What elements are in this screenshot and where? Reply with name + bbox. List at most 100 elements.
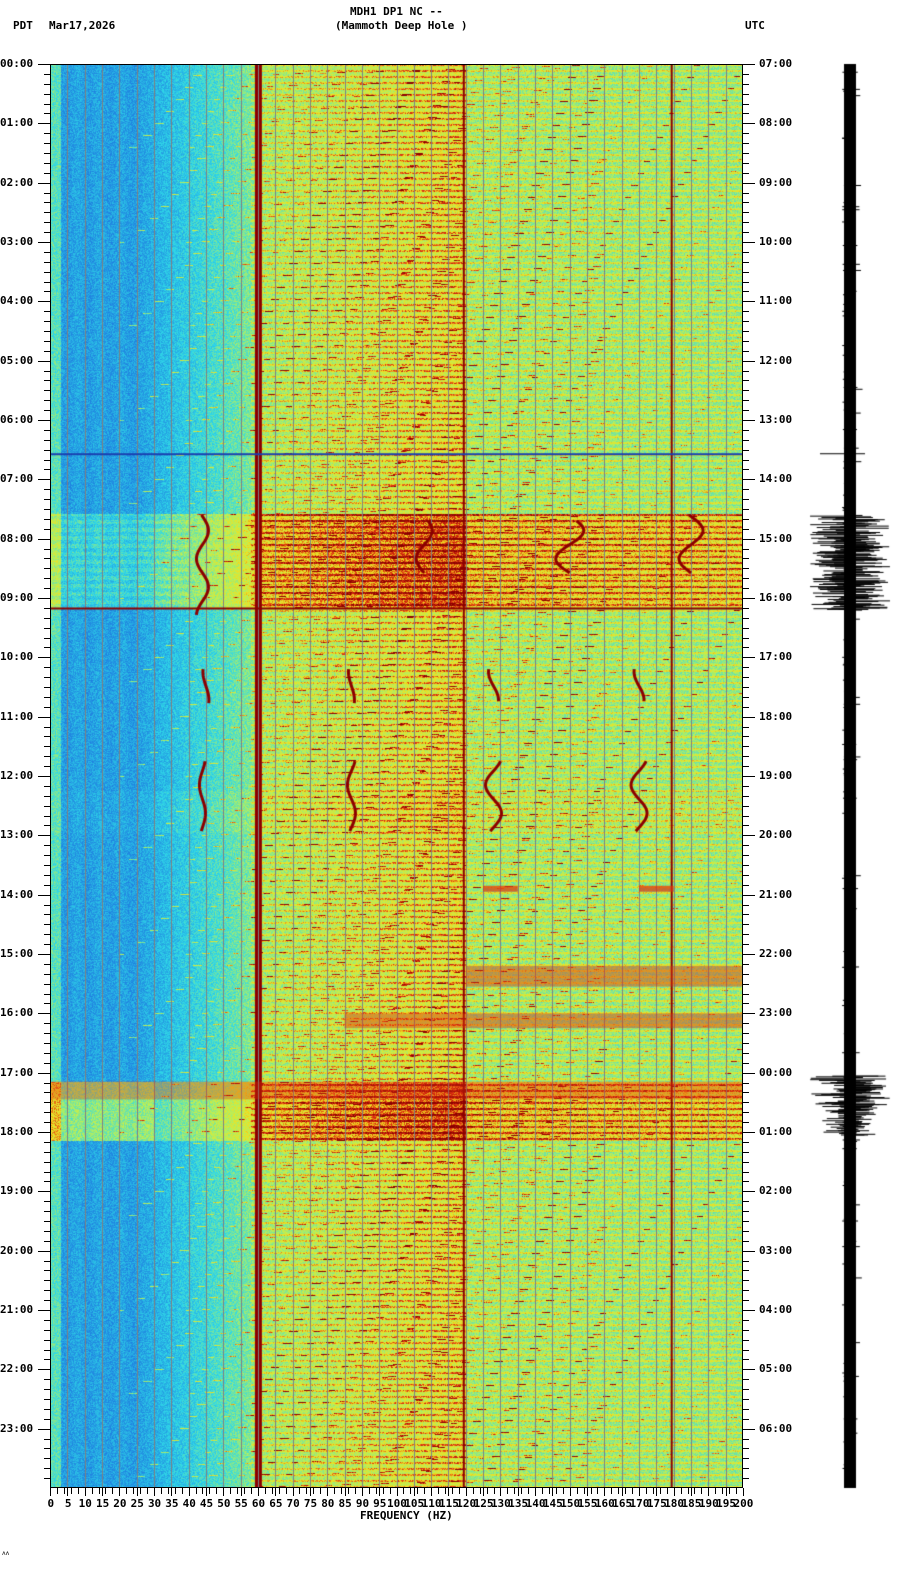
freq-tick-label: 45	[199, 1497, 214, 1510]
left-time-tick	[44, 1142, 50, 1143]
left-time-tick	[38, 123, 50, 124]
right-time-tick	[743, 212, 749, 213]
freq-tick	[275, 1488, 276, 1496]
right-time-tick	[743, 499, 749, 500]
right-time-tick	[743, 806, 749, 807]
freq-tick	[507, 1488, 508, 1494]
station-name: (Mammoth Deep Hole )	[335, 19, 468, 32]
right-time-tick	[743, 667, 749, 668]
right-time-label: 12:00	[759, 353, 793, 367]
left-time-tick	[44, 964, 50, 965]
freq-tick	[729, 1488, 730, 1494]
freq-tick	[625, 1488, 626, 1494]
left-time-tick	[44, 845, 50, 846]
left-time-tick	[44, 202, 50, 203]
left-time-tick	[44, 1350, 50, 1351]
right-time-tick	[743, 94, 749, 95]
left-time-tick	[38, 539, 50, 540]
left-time-tick	[44, 1092, 50, 1093]
left-time-tick	[44, 549, 50, 550]
left-time-tick	[44, 1043, 50, 1044]
left-time-tick	[44, 371, 50, 372]
right-time-tick	[743, 924, 749, 925]
right-time-tick	[743, 974, 749, 975]
left-time-label: 23:00	[0, 1421, 34, 1435]
freq-tick	[313, 1488, 314, 1494]
left-time-tick	[38, 717, 50, 718]
freq-tick	[341, 1488, 342, 1494]
right-time-tick	[743, 1073, 755, 1074]
freq-tick	[293, 1488, 294, 1496]
freq-tick	[514, 1488, 515, 1494]
right-time-tick	[743, 1181, 749, 1182]
freq-tick-label: 10	[78, 1497, 92, 1510]
left-time-tick	[38, 1429, 50, 1430]
right-time-tick	[743, 1191, 755, 1192]
right-time-tick	[743, 1102, 749, 1103]
right-time-tick	[743, 222, 749, 223]
left-time-tick	[44, 756, 50, 757]
freq-tick	[306, 1488, 307, 1494]
right-time-label: 13:00	[759, 413, 793, 426]
left-time-tick	[44, 1181, 50, 1182]
freq-tick	[577, 1488, 578, 1494]
left-time-tick	[44, 1211, 50, 1212]
freq-tick	[50, 1488, 51, 1496]
freq-tick	[168, 1488, 169, 1494]
left-time-tick	[38, 895, 50, 896]
freq-tick-label: 135	[508, 1497, 529, 1510]
right-time-tick	[743, 677, 749, 678]
freq-tick-label: 120	[456, 1497, 477, 1510]
right-time-tick	[743, 786, 749, 787]
left-time-tick	[38, 1369, 50, 1370]
freq-tick	[99, 1488, 100, 1494]
left-time-tick	[44, 133, 50, 134]
freq-tick	[656, 1488, 657, 1496]
right-time-tick	[743, 183, 755, 184]
right-time-label: 11:00	[759, 294, 793, 308]
left-time-tick	[44, 173, 50, 174]
right-time-tick	[743, 568, 749, 569]
left-time-tick	[44, 974, 50, 975]
freq-tick	[320, 1488, 321, 1494]
right-time-tick	[743, 1023, 749, 1024]
left-time-tick	[44, 1162, 50, 1163]
left-time-tick	[44, 1389, 50, 1390]
right-time-tick	[743, 1379, 749, 1380]
right-time-tick	[743, 835, 755, 836]
right-time-tick	[743, 331, 749, 332]
left-time-tick	[44, 311, 50, 312]
right-time-tick	[743, 638, 749, 639]
left-time-tick	[44, 766, 50, 767]
right-time-tick	[743, 509, 749, 510]
right-time-tick	[743, 469, 749, 470]
freq-tick-label: 145	[542, 1497, 563, 1510]
freq-tick	[216, 1488, 217, 1494]
freq-tick	[722, 1488, 723, 1494]
freq-tick-label: 85	[338, 1497, 352, 1510]
freq-tick	[674, 1488, 675, 1496]
freq-tick	[230, 1488, 231, 1494]
freq-tick	[383, 1488, 384, 1494]
left-time-tick	[44, 1122, 50, 1123]
right-time-tick	[743, 1211, 749, 1212]
right-time-tick	[743, 1290, 749, 1291]
freq-tick-label: 140	[525, 1497, 546, 1510]
left-time-tick	[44, 94, 50, 95]
left-time-tick	[44, 806, 50, 807]
right-time-tick	[743, 1142, 749, 1143]
right-time-tick	[743, 549, 749, 550]
right-time-tick	[743, 1369, 755, 1370]
left-time-tick	[44, 104, 50, 105]
right-time-tick	[743, 816, 749, 817]
left-time-label: 02:00	[0, 175, 34, 189]
freq-tick	[265, 1488, 266, 1494]
left-time-tick	[44, 1320, 50, 1321]
right-time-label: 15:00	[759, 531, 793, 545]
right-time-tick	[743, 1280, 749, 1281]
left-time-tick	[44, 1033, 50, 1034]
freq-tick	[431, 1488, 432, 1496]
right-time-tick	[743, 598, 755, 599]
left-time-tick	[38, 64, 50, 65]
right-time-tick	[743, 1122, 749, 1123]
